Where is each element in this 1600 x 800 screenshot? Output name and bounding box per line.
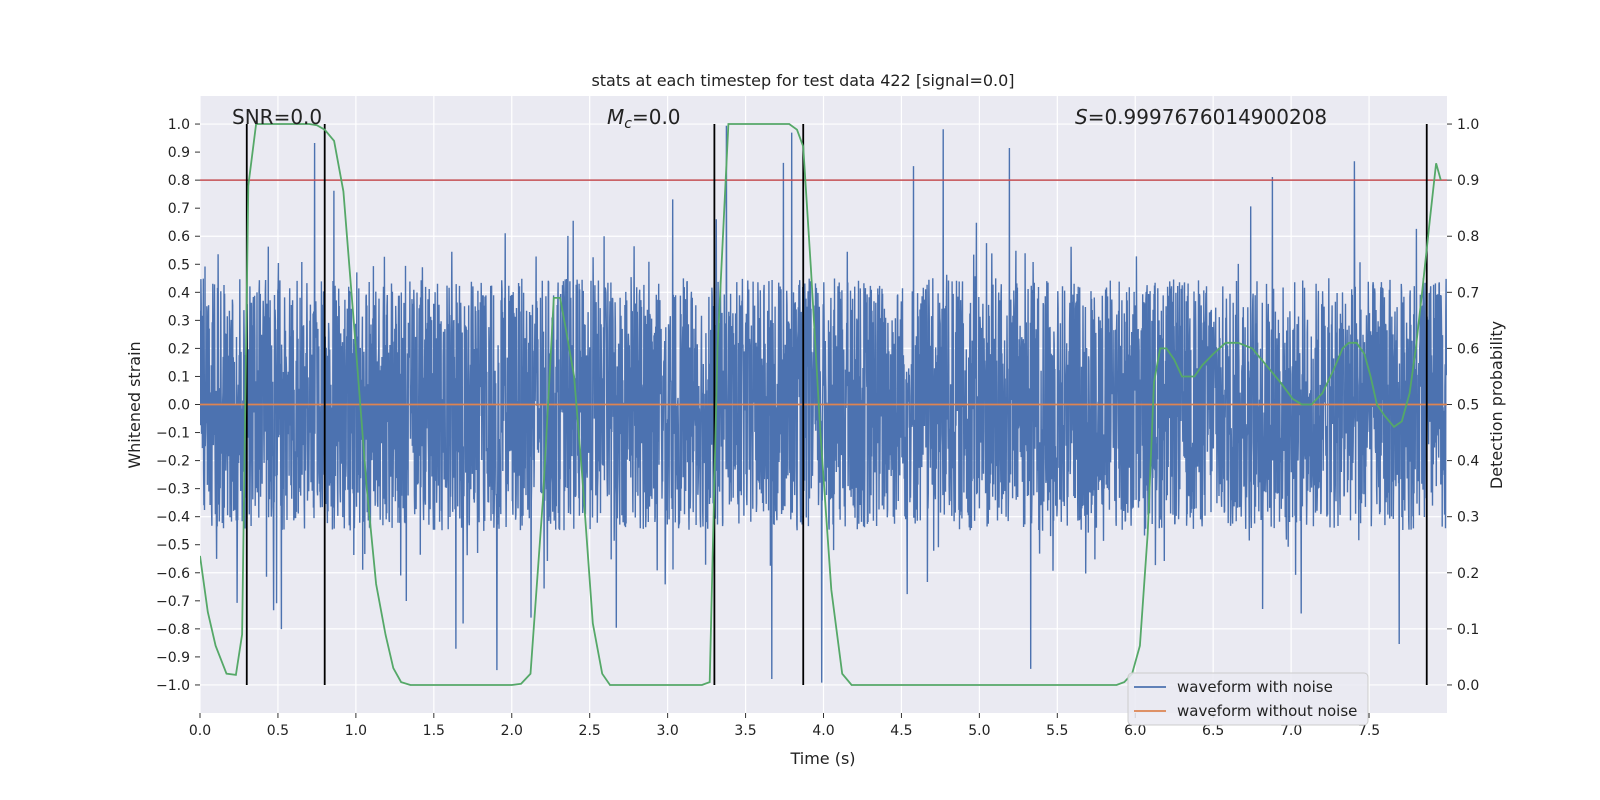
x-tick-label-15: 7.5 (1358, 723, 1380, 739)
left-tick-label-15: 0.5 (168, 257, 190, 273)
left-tick-label-0: −1.0 (156, 678, 190, 694)
right-tick-label-5: 0.5 (1457, 398, 1479, 414)
right-tick-label-2: 0.2 (1457, 566, 1479, 582)
y-axis-label: Whitened strain (125, 341, 144, 468)
right-tick-label-4: 0.4 (1457, 454, 1479, 470)
left-tick-label-7: −0.3 (156, 482, 190, 498)
x-tick-label-7: 3.5 (734, 723, 756, 739)
x-axis-ticks: 0.0 0.5 1.0 1.5 2.0 2.5 3.0 3.5 4.0 4.5 5.0 5.5 6.0 6… (189, 713, 1380, 739)
left-tick-label-11: 0.1 (168, 369, 190, 385)
left-tick-label-18: 0.8 (168, 173, 190, 189)
mc-symbol: M (607, 105, 624, 129)
left-tick-label-3: −0.7 (156, 594, 190, 610)
left-tick-label-1: −0.9 (156, 650, 190, 666)
x-tick-label-6: 3.0 (656, 723, 678, 739)
legend-label-noise: waveform with noise (1177, 678, 1333, 696)
left-tick-label-2: −0.8 (156, 622, 190, 638)
noise-waveform (200, 125, 1447, 683)
mc-value: =0.0 (632, 105, 681, 129)
right-tick-label-10: 1.0 (1457, 117, 1479, 133)
snr-annotation: SNR=0.0 (232, 105, 322, 129)
s-annotation: S=0.9997676014900208 (1075, 105, 1327, 129)
left-tick-label-10: 0.0 (168, 398, 190, 414)
x-tick-label-8: 4.0 (812, 723, 834, 739)
left-tick-label-13: 0.3 (168, 313, 190, 329)
vertical-lines (245, 124, 1428, 685)
right-tick-label-6: 0.6 (1457, 341, 1479, 357)
right-tick-label-1: 0.1 (1457, 622, 1479, 638)
x-tick-label-14: 7.0 (1280, 723, 1302, 739)
left-tick-label-9: −0.1 (156, 426, 190, 442)
left-tick-label-5: −0.5 (156, 538, 190, 554)
legend-label-clean: waveform without noise (1177, 702, 1357, 720)
left-tick-label-8: −0.2 (156, 454, 190, 470)
x-tick-label-0: 0.0 (189, 723, 211, 739)
snr-value: =0.0 (274, 105, 323, 129)
left-tick-label-16: 0.6 (168, 229, 190, 245)
mc-subscript: c (624, 116, 632, 132)
s-symbol: S (1075, 105, 1088, 129)
right-tick-label-9: 0.9 (1457, 173, 1479, 189)
x-tick-label-9: 4.5 (890, 723, 912, 739)
right-tick-label-7: 0.7 (1457, 285, 1479, 301)
x-axis-label: Time (s) (789, 749, 855, 768)
left-axis-ticks: −1.0 −0.9 −0.8 −0.7 −0.6 −0.5 −0.4 −0.3 −0.2 −0.1… (156, 117, 200, 694)
left-tick-label-12: 0.2 (168, 341, 190, 357)
x-tick-label-1: 0.5 (267, 723, 289, 739)
x-tick-label-13: 6.5 (1202, 723, 1224, 739)
left-tick-label-14: 0.4 (168, 285, 190, 301)
left-tick-label-17: 0.7 (168, 201, 190, 217)
x-tick-label-12: 6.0 (1124, 723, 1146, 739)
left-tick-label-4: −0.6 (156, 566, 190, 582)
x-tick-label-5: 2.5 (579, 723, 601, 739)
y-axis-label-right: Detection probability (1487, 321, 1506, 489)
left-tick-label-19: 0.9 (168, 145, 190, 161)
s-value: =0.9997676014900208 (1088, 105, 1327, 129)
right-tick-label-3: 0.3 (1457, 510, 1479, 526)
legend-box (1127, 672, 1369, 726)
x-tick-label-4: 2.0 (501, 723, 523, 739)
detection-probability-line (200, 123, 1442, 686)
snr-prefix: SNR (232, 105, 274, 129)
x-tick-label-2: 1.0 (345, 723, 367, 739)
right-tick-label-0: 0.0 (1457, 678, 1479, 694)
right-axis-ticks: 0.0 0.1 0.2 0.3 0.4 0.5 0.6 0.7 0.8 0.9 1.0 (1447, 117, 1479, 694)
x-tick-label-10: 5.0 (968, 723, 990, 739)
left-tick-label-20: 1.0 (168, 117, 190, 133)
mc-annotation: Mc=0.0 (607, 105, 681, 132)
chart-title: stats at each timestep for test data 422… (591, 71, 1014, 90)
x-tick-label-3: 1.5 (423, 723, 445, 739)
right-tick-label-8: 0.8 (1457, 229, 1479, 245)
noise-path (200, 125, 1447, 683)
legend: waveform with noise waveform without noi… (1127, 672, 1369, 726)
left-tick-label-6: −0.4 (156, 510, 190, 526)
x-tick-label-11: 5.5 (1046, 723, 1068, 739)
